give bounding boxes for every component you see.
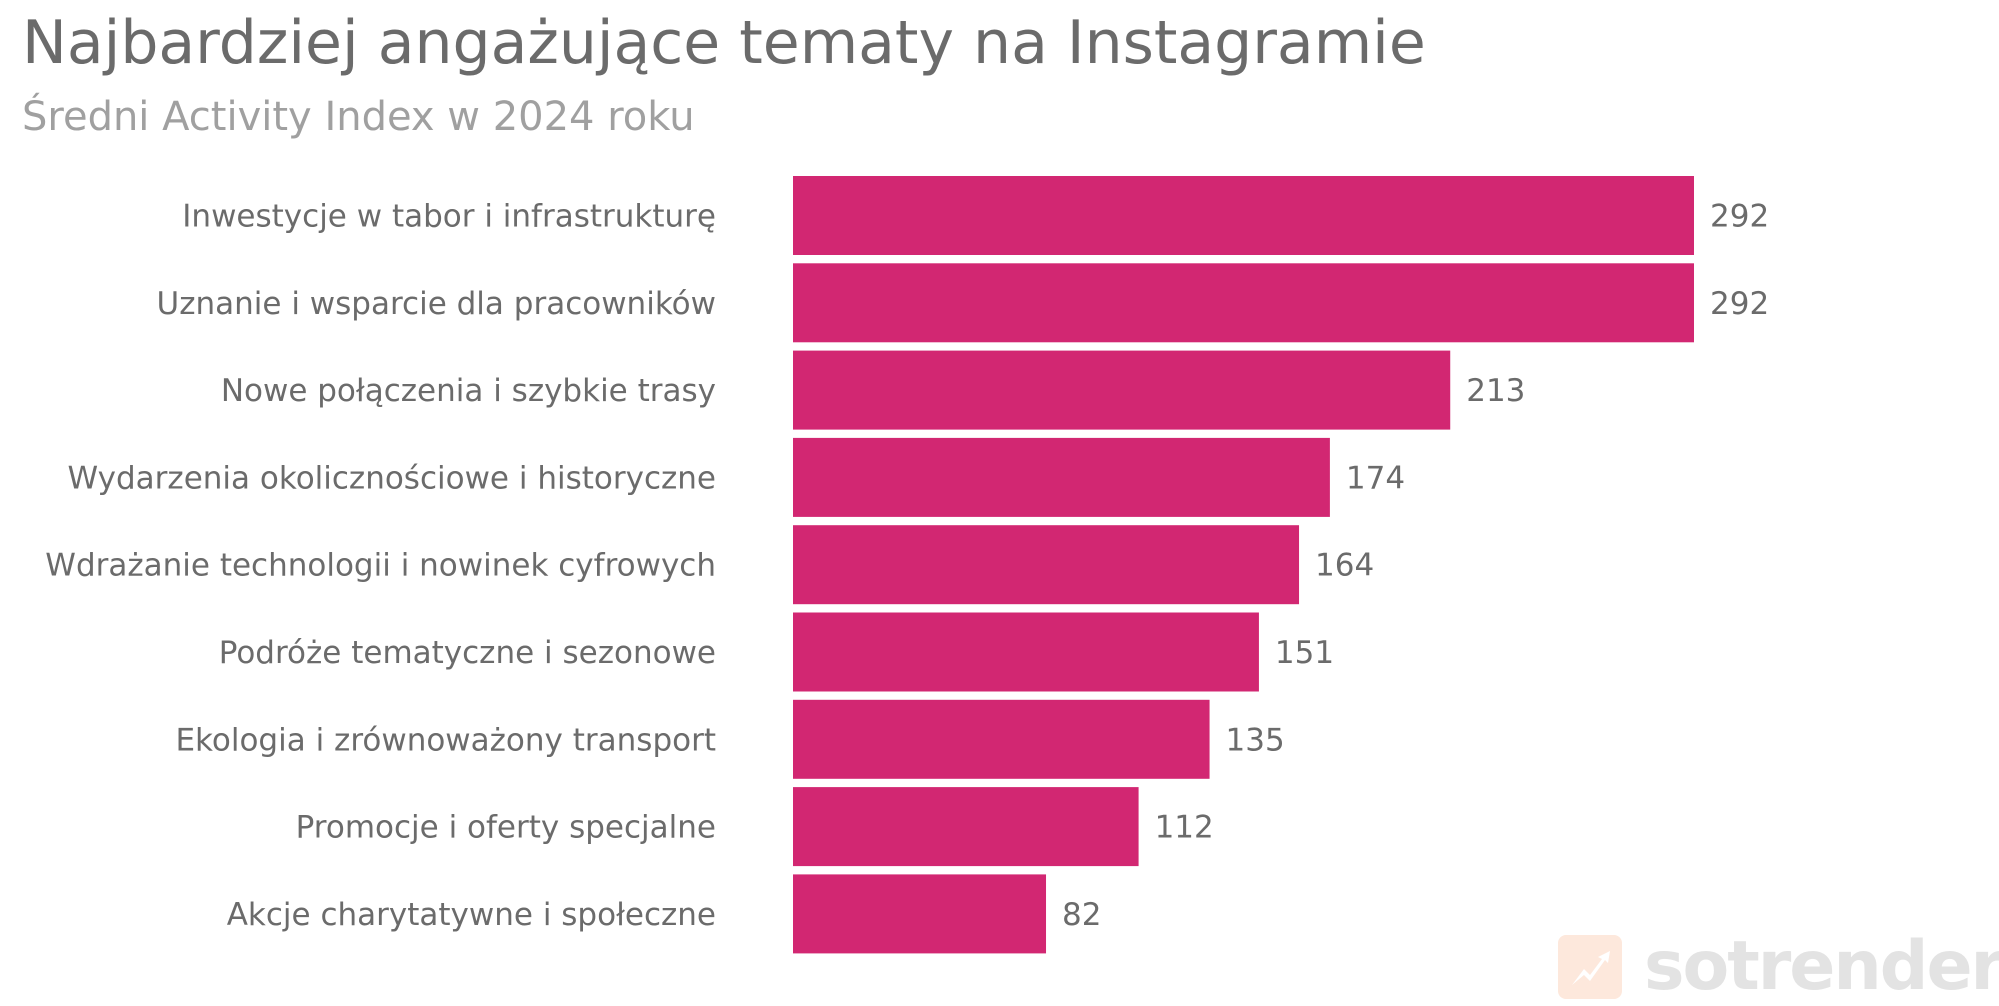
value-label: 164 [1315, 548, 1374, 584]
bar [793, 437, 1330, 517]
value-label: 112 [1155, 810, 1214, 846]
bar [793, 787, 1139, 867]
category-label: Uznanie i wsparcie dla pracowników [157, 286, 716, 322]
category-label: Ekologia i zrównoważony transport [175, 722, 716, 758]
value-label: 213 [1466, 373, 1525, 409]
category-label: Podróże tematyczne i sezonowe [219, 635, 716, 671]
value-label: 82 [1062, 897, 1101, 933]
bar [793, 874, 1047, 954]
category-label: Promocje i oferty specjalne [296, 810, 716, 846]
category-label: Akcje charytatywne i społeczne [227, 897, 716, 933]
value-label: 292 [1710, 286, 1769, 322]
category-label: Wdrażanie technologii i nowinek cyfrowyc… [45, 548, 716, 584]
chart-subtitle: Średni Activity Index w 2024 roku [22, 94, 695, 140]
category-label: Wydarzenia okolicznościowe i historyczne [68, 460, 716, 496]
value-label: 135 [1226, 722, 1285, 758]
category-label: Inwestycje w tabor i infrastrukturę [182, 199, 716, 235]
value-label: 151 [1275, 635, 1334, 671]
trend-arrow-icon [1558, 935, 1622, 999]
bar [793, 176, 1694, 255]
bar [793, 699, 1210, 779]
bar [793, 525, 1300, 605]
logo-text: sotrender [1644, 927, 1999, 1006]
chart-title: Najbardziej angażujące tematy na Instagr… [22, 8, 1426, 78]
category-label: Nowe połączenia i szybkie trasy [221, 373, 716, 409]
bar [793, 263, 1694, 343]
sotrender-logo: sotrender [1558, 927, 1999, 1006]
bar [793, 350, 1451, 430]
value-label: 292 [1710, 199, 1769, 235]
value-label: 174 [1346, 460, 1405, 496]
bar [793, 612, 1259, 692]
